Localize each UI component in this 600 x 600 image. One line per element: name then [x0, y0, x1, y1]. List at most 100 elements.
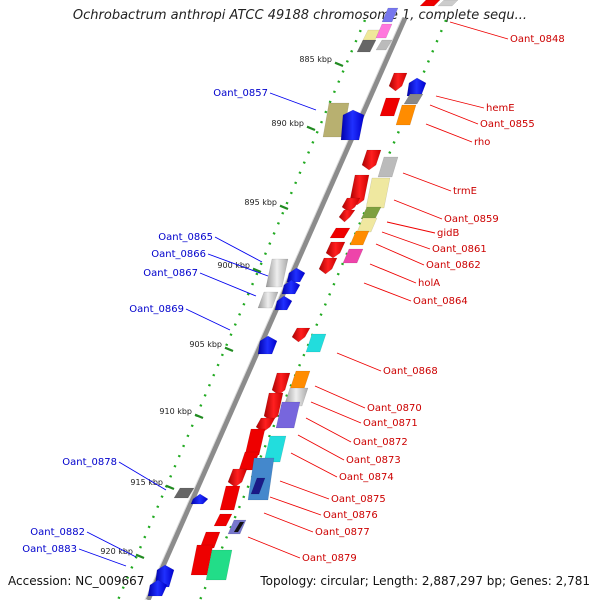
gene-label-reverse[interactable]: trmE — [453, 186, 477, 197]
leader-line-reverse — [369, 263, 417, 284]
gene-feature[interactable] — [375, 23, 393, 39]
gene-arrow-forward[interactable] — [147, 579, 168, 597]
gene-label-forward[interactable]: Oant_0883 — [22, 544, 77, 555]
tick-mark — [306, 125, 316, 132]
gene-feature[interactable] — [283, 387, 309, 407]
gene-label-reverse[interactable]: Oant_0870 — [367, 403, 422, 414]
gene-feature[interactable] — [199, 531, 221, 549]
gene-feature[interactable] — [403, 93, 424, 105]
gene-feature[interactable] — [329, 227, 351, 239]
gene-feature[interactable] — [205, 549, 233, 581]
gene-label-reverse[interactable]: Oant_0868 — [383, 366, 438, 377]
gene-arrow-forward[interactable] — [190, 493, 209, 505]
gene-feature[interactable] — [233, 521, 245, 533]
leader-line-reverse — [435, 95, 485, 109]
gene-label-reverse[interactable]: Oant_0864 — [413, 296, 468, 307]
tick-mark — [135, 553, 145, 560]
gene-label-forward[interactable]: Oant_0882 — [30, 527, 85, 538]
gene-arrow-reverse[interactable] — [349, 174, 370, 206]
gene-label-reverse[interactable]: Oant_0871 — [363, 418, 418, 429]
gene-label-reverse[interactable]: Oant_0876 — [323, 510, 378, 521]
gene-feature[interactable] — [250, 477, 266, 495]
gene-label-forward[interactable]: Oant_0869 — [129, 304, 184, 315]
leader-line-reverse — [375, 243, 425, 266]
gene-feature[interactable] — [263, 435, 287, 463]
gene-feature[interactable] — [213, 513, 233, 527]
leader-line-reverse — [247, 536, 301, 559]
gene-arrow-forward[interactable] — [286, 267, 306, 283]
leader-line-reverse — [425, 123, 473, 143]
gene-feature[interactable] — [375, 39, 393, 51]
gene-feature[interactable] — [437, 0, 459, 7]
gene-feature[interactable] — [275, 401, 301, 429]
gene-label-reverse[interactable]: gidB — [437, 228, 459, 239]
gene-arrow-forward[interactable] — [274, 295, 293, 311]
gene-label-reverse[interactable]: holA — [418, 278, 440, 289]
gene-arrow-forward[interactable] — [257, 335, 278, 355]
gene-arrow-reverse[interactable] — [341, 197, 361, 213]
gene-label-reverse[interactable]: Oant_0855 — [480, 119, 535, 130]
gene-label-reverse[interactable]: Oant_0848 — [510, 34, 565, 45]
gene-arrow-reverse[interactable] — [361, 149, 382, 171]
gene-label-reverse[interactable]: Oant_0859 — [444, 214, 499, 225]
gene-arrow-reverse[interactable] — [388, 72, 408, 92]
gene-arrow-reverse[interactable] — [325, 241, 346, 259]
gene-feature[interactable] — [305, 333, 327, 353]
gene-feature[interactable] — [379, 97, 401, 117]
tick-mark — [165, 484, 175, 491]
tick-label: 920 kbp — [100, 547, 133, 556]
gene-feature[interactable] — [356, 217, 378, 233]
leader-line-reverse — [297, 434, 345, 461]
gene-label-reverse[interactable]: Oant_0877 — [315, 527, 370, 538]
tick-label: 910 kbp — [159, 407, 192, 416]
leader-line-reverse — [393, 199, 443, 220]
topology-summary: Topology: circular; Length: 2,887,297 bp… — [260, 574, 590, 588]
gene-feature[interactable] — [377, 156, 399, 178]
gene-arrow-reverse[interactable] — [255, 417, 276, 433]
gene-arrow-forward[interactable] — [281, 279, 301, 295]
gene-label-forward[interactable]: Oant_0866 — [151, 249, 206, 260]
gene-feature[interactable] — [419, 0, 441, 7]
gene-feature[interactable] — [265, 258, 289, 288]
gene-arrow-reverse[interactable] — [318, 257, 338, 275]
gene-arrow-forward[interactable] — [340, 109, 365, 141]
gene-label-reverse[interactable]: Oant_0879 — [302, 553, 357, 564]
gene-label-reverse[interactable]: hemE — [486, 103, 515, 114]
leader-line-forward — [78, 548, 127, 567]
gene-label-reverse[interactable]: Oant_0874 — [339, 472, 394, 483]
gene-feature[interactable] — [360, 206, 382, 220]
gene-arrow-forward[interactable] — [406, 77, 427, 97]
gene-feature[interactable] — [244, 428, 266, 456]
gene-arrow-reverse[interactable] — [338, 209, 356, 223]
gene-feature[interactable] — [365, 177, 391, 209]
gene-feature[interactable] — [349, 230, 370, 246]
gene-feature[interactable] — [356, 39, 377, 53]
gene-label-forward[interactable]: Oant_0878 — [62, 457, 117, 468]
gene-arrow-reverse[interactable] — [291, 327, 311, 343]
gene-feature[interactable] — [342, 248, 364, 264]
gene-feature[interactable] — [219, 485, 241, 511]
gene-label-forward[interactable]: Oant_0857 — [213, 88, 268, 99]
gene-label-reverse[interactable]: Oant_0875 — [331, 494, 386, 505]
tick-label: 895 kbp — [244, 198, 277, 207]
gene-label-reverse[interactable]: Oant_0862 — [426, 260, 481, 271]
leader-line-forward — [214, 236, 263, 263]
tick-mark — [334, 61, 344, 68]
gene-feature[interactable] — [257, 291, 279, 309]
gene-label-forward[interactable]: Oant_0867 — [143, 268, 198, 279]
gene-feature[interactable] — [381, 7, 399, 23]
gene-label-reverse[interactable]: Oant_0873 — [346, 455, 401, 466]
gene-feature[interactable] — [289, 370, 311, 390]
gene-label-reverse[interactable]: Oant_0872 — [353, 437, 408, 448]
leader-line-forward — [185, 308, 231, 331]
leader-line-reverse — [402, 172, 452, 192]
gene-arrow-reverse[interactable] — [227, 468, 248, 488]
gene-label-reverse[interactable]: Oant_0861 — [432, 244, 487, 255]
gene-label-reverse[interactable]: rho — [474, 137, 490, 148]
tick-mark — [279, 204, 289, 211]
gene-label-forward[interactable]: Oant_0865 — [158, 232, 213, 243]
map-title: Ochrobactrum anthropi ATCC 49188 chromos… — [72, 8, 528, 23]
gene-feature[interactable] — [173, 487, 195, 499]
gene-feature[interactable] — [395, 104, 417, 126]
gene-arrow-reverse[interactable] — [271, 372, 291, 396]
